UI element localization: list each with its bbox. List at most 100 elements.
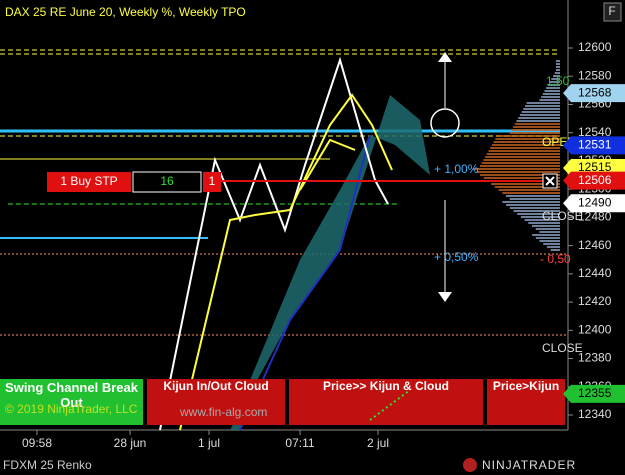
- price-tick-label: 12460: [578, 238, 612, 252]
- tpo-bar: [541, 96, 560, 98]
- tpo-bar: [539, 240, 560, 242]
- tpo-bar: [547, 84, 560, 86]
- tpo-bar: [526, 102, 560, 104]
- tpo-bar: [476, 171, 560, 173]
- price-tick-label: 12400: [578, 322, 612, 336]
- tpo-bar: [543, 243, 560, 245]
- time-tick-label: 09:58: [22, 436, 52, 450]
- strategy-button[interactable]: [487, 379, 565, 425]
- copyright: © 2019 NinjaTrader, LLC: [5, 402, 138, 416]
- tpo-bar: [542, 93, 560, 95]
- time-tick-label: 07:11: [285, 436, 314, 450]
- strategy-button-label[interactable]: Kijun In/Out Cloud: [163, 379, 268, 393]
- strategy-button-wrap: Swing Channel Break Out: [5, 380, 138, 410]
- price-badge: [563, 194, 625, 213]
- tpo-bar: [493, 141, 560, 143]
- tpo-bar: [523, 108, 560, 110]
- annotation: - 0,50: [540, 252, 571, 266]
- annotation: + 0,50%: [434, 250, 479, 264]
- tpo-bar: [485, 156, 560, 158]
- strategy-button[interactable]: [0, 379, 143, 425]
- price-tick-label: 12340: [578, 407, 612, 421]
- price-badge: [563, 136, 625, 155]
- price-badge-label: 12506: [578, 173, 612, 187]
- price-badge-label: 12531: [578, 138, 612, 152]
- tpo-bar: [535, 228, 560, 230]
- tpo-bar: [520, 216, 560, 218]
- annotation: 1,50: [546, 74, 570, 88]
- strategy-button-label[interactable]: Price>> Kijun & Cloud: [323, 379, 449, 393]
- order-count[interactable]: 1: [209, 174, 216, 188]
- tpo-bar: [502, 201, 560, 203]
- tpo-bar: [491, 144, 560, 146]
- toolbar-button[interactable]: [603, 2, 622, 22]
- order-label[interactable]: 1 Buy STP: [60, 174, 117, 188]
- brand-logo: [463, 458, 477, 472]
- tpo-bar: [497, 135, 560, 137]
- strategy-button[interactable]: [147, 379, 285, 425]
- strategy-button[interactable]: [289, 379, 483, 425]
- price-tick-label: 12480: [578, 210, 612, 224]
- tpo-bar: [539, 231, 560, 233]
- strategy-buttons: Swing Channel Break Out Kijun In/Out Clou…: [0, 379, 565, 425]
- price-badge: [563, 384, 625, 403]
- tpo-bar: [481, 162, 560, 164]
- tpo-bar: [539, 99, 560, 101]
- order-count-box[interactable]: [203, 172, 221, 192]
- tpo-bar: [525, 105, 560, 107]
- signal-line: [299, 138, 356, 191]
- price-badge-label: 12355: [578, 386, 612, 400]
- price-tick-label: 12440: [578, 266, 612, 280]
- tpo-bar: [521, 111, 560, 113]
- tpo-bar: [535, 237, 560, 239]
- order-quantity-box[interactable]: [132, 171, 202, 193]
- tpo-bar: [486, 153, 560, 155]
- price-tick-label: 12600: [578, 40, 612, 54]
- dotted-line: [369, 389, 411, 421]
- order-quantity[interactable]: 16: [160, 174, 174, 188]
- brand: NINJATRADER: [482, 458, 576, 472]
- tpo-bar: [490, 147, 560, 149]
- tpo-bar: [518, 117, 560, 119]
- tpo-bar: [532, 234, 560, 236]
- order-label-box[interactable]: [47, 172, 131, 192]
- time-tick-label: 1 jul: [198, 436, 220, 450]
- price-badge-label: 12568: [578, 85, 612, 99]
- price-tick-label: 12380: [578, 351, 612, 365]
- tpo-bar: [519, 114, 560, 116]
- signal-line: [179, 93, 393, 431]
- close-icon[interactable]: [545, 176, 555, 186]
- tpo-bar: [546, 87, 560, 89]
- tpo-bar: [506, 195, 560, 197]
- tpo-bar: [509, 132, 560, 134]
- annotation: + 1,00%: [434, 162, 479, 176]
- tpo-bar: [509, 198, 560, 200]
- tpo-bar: [494, 186, 560, 188]
- tpo-bar: [495, 138, 560, 140]
- tpo-bar: [528, 222, 560, 224]
- price-tick-label: 12580: [578, 68, 612, 82]
- site-label: www.fin-alg.com: [179, 405, 267, 419]
- tpo-bar: [517, 213, 560, 215]
- strategy-button-label[interactable]: Price>Kijun: [493, 379, 559, 393]
- time-tick-label: 2 jul: [367, 436, 389, 450]
- annotation: CLOSE: [542, 209, 583, 223]
- tpo-bar: [511, 129, 560, 131]
- tpo-bar: [480, 174, 560, 176]
- toolbar-button-label[interactable]: F: [608, 4, 615, 18]
- arrow-head: [438, 52, 452, 62]
- marker-circle: [430, 108, 460, 138]
- tpo-bar: [524, 219, 560, 221]
- tpo-bar: [513, 210, 560, 212]
- tpo-bar: [556, 66, 560, 68]
- price-badge-label: 12490: [578, 195, 612, 209]
- tpo-bar: [549, 81, 560, 83]
- tpo-bar: [556, 69, 560, 71]
- tpo-bar: [491, 183, 560, 185]
- strategy-button-label[interactable]: Swing Channel Break Out: [5, 380, 138, 410]
- tpo-bar: [554, 72, 560, 74]
- tpo-bar: [551, 78, 560, 80]
- chart-title: DAX 25 RE June 20, Weekly %, Weekly TPO: [5, 5, 246, 19]
